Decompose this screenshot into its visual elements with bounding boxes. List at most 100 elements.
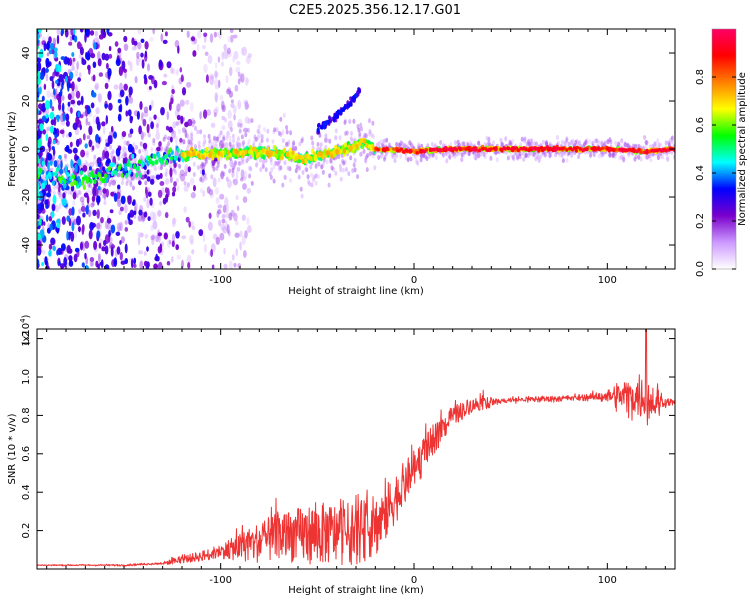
spectrogram-cell [428,153,431,159]
spectrogram-cell [509,152,513,158]
spectrogram-cell [70,185,75,192]
spectrogram-cell [125,95,129,106]
spectrogram-cell [531,146,535,151]
spectrogram-cell [304,153,308,159]
spectrogram-cell [192,50,197,57]
spectrogram-cell [661,154,665,160]
spectrogram-cell [313,156,317,162]
spectrogram-cell [202,233,206,243]
spectrogram-ytick-label: 0 [21,146,32,152]
spectrogram-cell [330,153,334,159]
spectrogram-cell [37,158,40,164]
spectrogram-cell [419,157,423,163]
spectrogram-cell [300,138,304,144]
spectrogram-cell [190,132,194,138]
spectrogram-cell [203,134,206,140]
spectrogram-cell [556,135,559,140]
spectrogram-cell [209,33,214,43]
spectrogram-cell [349,136,353,142]
spectrogram-cell [233,114,236,121]
spectrogram-cell [160,106,165,116]
spectrogram-cell [147,216,151,221]
spectrogram-cell [507,146,511,151]
spectrogram-cell [133,163,137,169]
spectrogram-cell [187,166,191,173]
spectrogram-cell [190,146,194,152]
spectrogram-cell [113,84,119,90]
spectrogram-cell [67,101,71,107]
spectrogram-cell [428,147,432,151]
spectrogram-cell [91,195,96,202]
spectrogram-cell [518,151,522,157]
snr-ytick-label: 1.0 [21,369,32,385]
spectrogram-cell [231,133,235,139]
spectrogram-cell [347,171,351,177]
spectrogram-cell [64,165,68,175]
spectrogram-cell [214,78,219,87]
spectrogram-cell [139,100,143,111]
spectrogram-cell [144,186,148,195]
spectrogram-cell [231,167,235,173]
spectrogram-cell [320,164,324,170]
spectrogram-cell [71,206,75,216]
spectrogram-cell [199,111,202,120]
spectrogram-panel: -100 0 100 -40 -20 0 20 40 Height of straight l… [7,28,676,297]
spectrogram-cell [85,116,89,126]
spectrogram-cell [357,127,361,133]
spectrogram-cell [83,192,89,198]
spectrogram-cell [90,260,94,267]
spectrogram-cell [322,121,326,126]
spectrogram-cell [142,142,148,150]
spectrogram-cell [157,261,163,269]
spectrogram-cell [645,154,649,160]
spectrogram-cell [150,147,154,152]
spectrogram-cell [144,180,148,186]
spectrogram-cell [207,54,213,64]
spectrogram-cell [233,212,238,222]
spectrogram-cell [172,121,177,129]
spectrogram-cell [229,127,233,133]
spectrogram-cell [619,148,623,152]
spectrogram-cell [637,143,641,149]
spectrogram-cell [86,176,90,182]
spectrogram-cell [220,152,224,158]
spectrogram-cell [227,120,233,130]
spectrogram-cell [265,150,269,156]
spectrogram-cell [383,156,386,162]
spectrogram-cell [335,149,339,155]
spectrogram-cell [124,219,128,225]
spectrogram-cell [95,133,100,143]
spectrogram-cell [203,139,207,144]
spectrogram-cell [68,41,73,46]
spectrogram-cell [301,170,305,175]
spectrogram-cell [212,166,216,172]
spectrogram-cell [187,139,191,145]
spectrogram-cell [140,52,144,58]
spectrogram-cell [510,147,514,151]
spectrogram-cell [166,149,171,155]
spectrogram-cell [667,142,671,148]
spectrogram-cell [41,115,47,122]
spectrogram-cell [235,170,239,181]
spectrogram-cell [118,209,122,216]
spectrogram-cell [304,158,308,164]
spectrogram-cell [255,162,258,168]
spectrogram-cell [314,163,318,169]
spectrogram-cell [43,83,47,90]
spectrogram-cell [103,239,107,246]
colorbar-tick-label: 0.0 [695,261,706,277]
spectrogram-cell [60,56,66,61]
spectrogram-cell [146,198,150,209]
spectrogram-cell [269,175,273,180]
spectrogram-cell [115,147,121,157]
spectrogram-cell [155,235,159,243]
spectrogram-cell [247,117,251,125]
spectrogram-cell [190,36,196,42]
spectrogram-cell [664,140,668,146]
spectrogram-cell [84,252,87,260]
spectrogram-cell [393,158,397,164]
spectrogram-cell [539,154,542,160]
spectrogram-cell [171,256,174,263]
spectrogram-cell [460,157,464,163]
spectrogram-cell [357,87,360,92]
